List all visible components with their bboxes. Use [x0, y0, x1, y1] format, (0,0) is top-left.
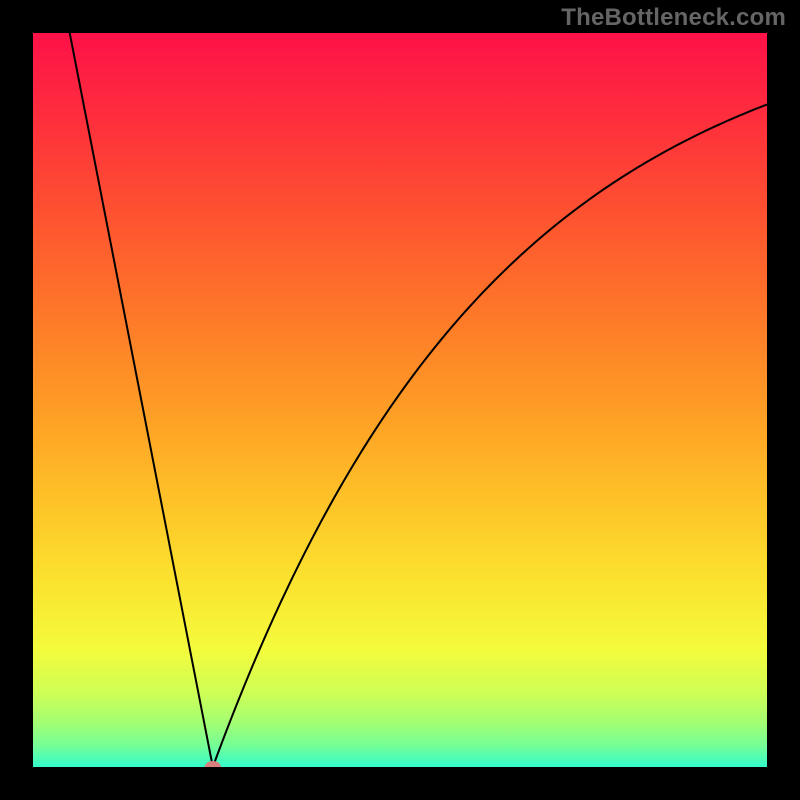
bottleneck-chart: [33, 33, 767, 767]
watermark-text: TheBottleneck.com: [561, 4, 786, 32]
chart-background: [33, 33, 767, 767]
